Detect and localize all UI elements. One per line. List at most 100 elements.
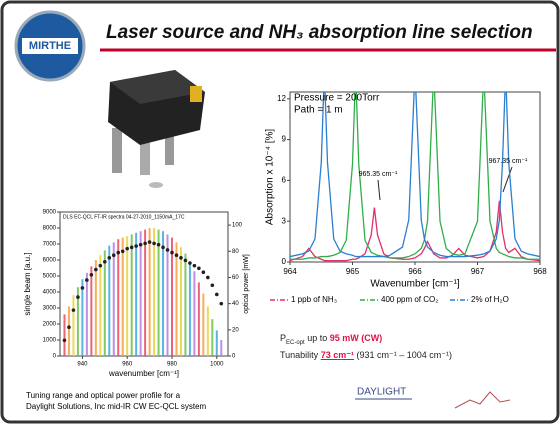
power-dot [193,264,197,268]
y2-tick-label: 100 [232,223,243,229]
power-dot [76,295,80,299]
power-dot [215,293,219,297]
power-dot [85,278,89,282]
y-tick-label: 8000 [43,226,57,232]
x-tick-label: 960 [122,362,133,368]
y2-tick-label: 60 [232,275,239,281]
power-dot [130,246,134,250]
spec-tunability: Tunability 73 cm⁻¹ (931 cm⁻¹ – 1004 cm⁻¹… [280,350,452,361]
spectrum-bar [99,255,101,356]
caption-line: Tuning range and optical power profile f… [26,391,181,400]
power-dot [188,261,192,265]
x-axis-label: wavenumber [cm⁻¹] [108,369,179,378]
legend-label: 1 ppb of NH₃ [291,295,337,304]
spectrum-bar [104,250,106,356]
y-tick-label: 6 [282,176,287,185]
spectrum-bar [184,254,186,356]
x-tick-label: 980 [167,362,178,368]
spec-text: up to [307,333,327,343]
y2-axis-label: optical power [mW] [243,254,250,314]
slide: MIRTHE Laser source and NH₃ absorption l… [0,0,560,424]
power-dot [90,273,94,277]
spectrum-bar [162,231,164,356]
spectrum-bar [90,266,92,356]
chart-title: DLS EC-QCL FT-IR spectra 04-27-2010_1150… [63,214,185,220]
spec-value: 73 cm⁻¹ [321,350,354,360]
y-tick-label: 4000 [43,290,57,296]
y-tick-label: 7000 [43,242,57,248]
x-tick-label: 965 [346,267,360,276]
y-tick-label: 12 [277,94,286,103]
power-dot [161,246,165,250]
spectrum-bar [207,306,209,356]
x-tick-label: 968 [533,267,547,276]
spec-label: Tunability [280,350,318,360]
spectrum-bar [86,273,88,356]
spec-value: 95 mW (CW) [330,333,383,343]
y-axis-label: single beam [a.u.] [23,252,32,315]
power-dot [170,251,174,255]
power-dot [152,242,156,246]
power-dot [125,247,129,251]
y-tick-label: 3 [282,216,287,225]
power-dot [139,243,143,247]
power-dot [143,242,147,246]
y-tick-label: 2000 [43,322,57,328]
spectrum-bar [140,231,142,356]
annotation: 965.35 cm⁻¹ [359,171,398,178]
logo-text: MIRTHE [29,40,71,52]
power-dot [166,248,170,252]
y-tick-label: 9000 [43,210,57,216]
x-axis-label: Wavenumber [cm⁻¹] [370,279,460,290]
annotation: Path = 1 m [294,105,343,116]
footer-logo: DAYLIGHT [357,387,406,398]
y2-tick-label: 80 [232,249,239,255]
y-tick-label: 1000 [43,338,57,344]
power-dot [81,286,85,290]
spectrum-bar [153,228,155,356]
spectrum-bar [63,314,65,356]
spec-power: PEC-opt up to 95 mW (CW) [280,333,382,346]
y-axis-label: Absorption x 10⁻⁴ [%] [265,129,276,226]
spectrum-bar [158,230,160,356]
spectrum-bar [149,228,151,356]
x-tick-label: 966 [408,267,422,276]
x-tick-label: 1000 [210,362,224,368]
power-dot [63,338,67,342]
spectrum-bar [81,279,83,356]
power-dot [179,256,183,260]
y-tick-label: 3000 [43,306,57,312]
power-dot [184,259,188,263]
caption-line: Daylight Solutions, Inc mid-IR CW EC-QCL… [26,402,207,411]
power-dot [116,251,120,255]
y2-tick-label: 40 [232,301,239,307]
power-dot [197,266,201,270]
legend-label: 400 ppm of CO₂ [381,295,438,304]
spectrum-bar [95,260,97,356]
spectrum-bar [189,262,191,356]
power-dot [219,302,223,306]
y2-tick-label: 20 [232,327,239,333]
spectrum-bar [198,282,200,356]
spectrum-bar [72,295,74,356]
power-dot [121,249,125,253]
power-dot [94,268,98,272]
spectrum-bar [122,238,124,356]
spectrum-bar [135,233,137,356]
spectrum-bar [211,319,213,356]
spectrum-bar [117,239,119,356]
power-dot [157,243,161,247]
legend-label: 2% of H₂O [471,295,509,304]
x-tick-label: 940 [77,362,88,368]
spec-range: (931 cm⁻¹ – 1004 cm⁻¹) [357,350,453,360]
spectrum-bar [175,242,177,356]
y-tick-label: 0 [282,257,287,266]
y-tick-label: 9 [282,135,287,144]
spectrum-bar [167,234,169,356]
y-tick-label: 6000 [43,258,57,264]
power-dot [99,264,103,268]
spectrum-bar [193,271,195,356]
power-dot [103,260,107,264]
spec-sub: EC-opt [286,340,305,346]
annotation: 967.35 cm⁻¹ [489,158,528,165]
